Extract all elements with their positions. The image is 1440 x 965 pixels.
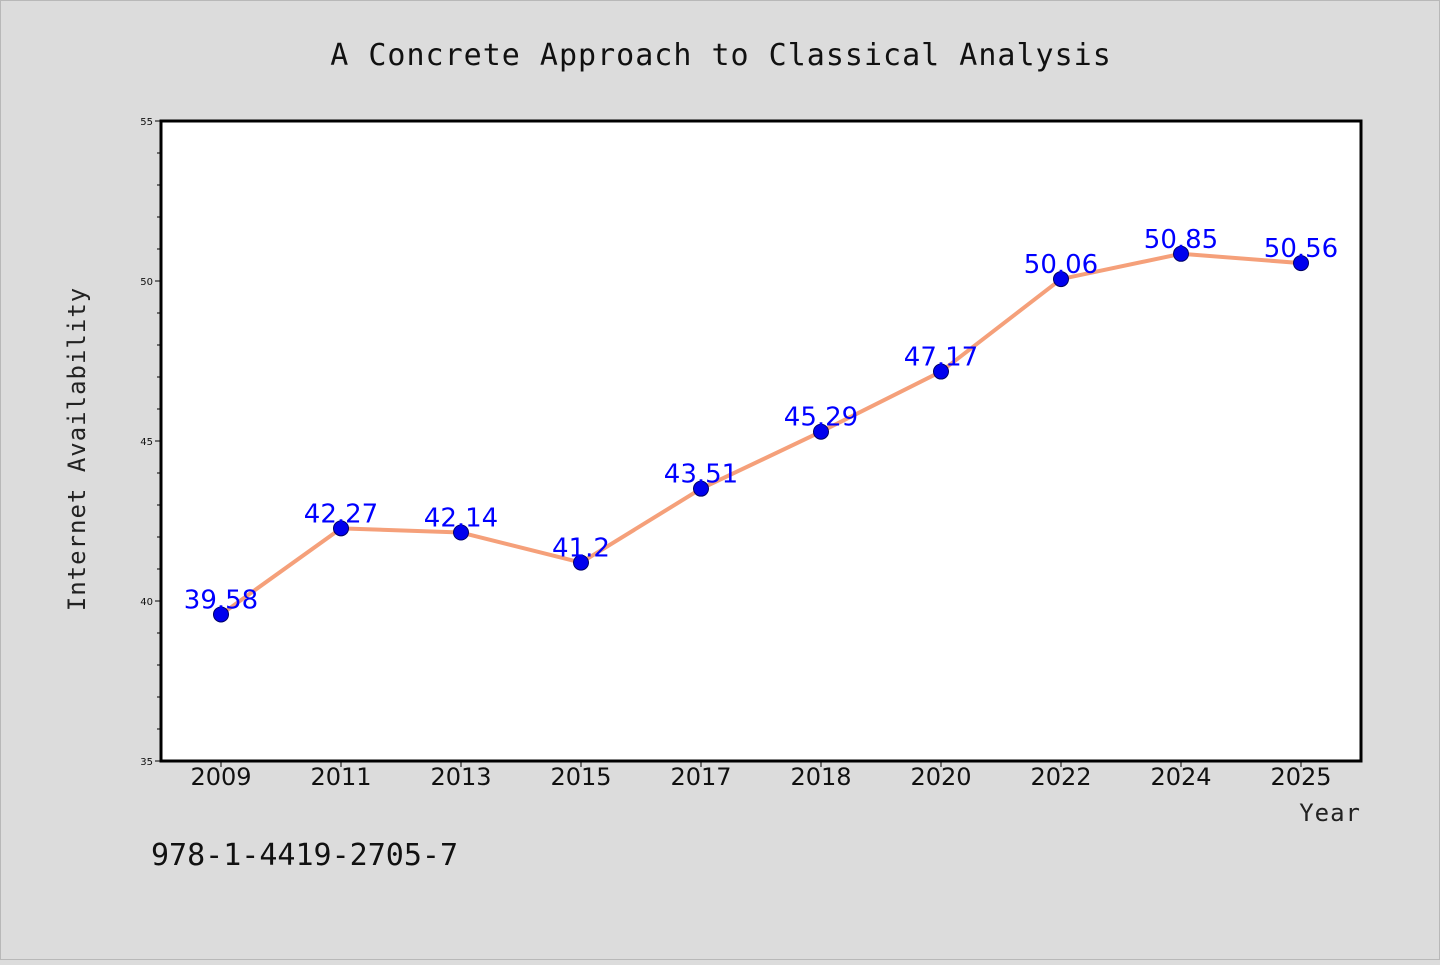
data-point: [1293, 255, 1309, 272]
series-points-group: [213, 245, 1309, 623]
x-tick-label: 2017: [670, 763, 731, 791]
y-tick-label: 40: [140, 597, 153, 608]
y-tick-label: 50: [140, 277, 153, 288]
x-axis: 2009 2011 2013 2015 2017 2018 2020 2022 2024 2025: [190, 761, 1332, 791]
x-tick-label: 2013: [430, 763, 491, 791]
plot-area: [159, 119, 1363, 763]
isbn-text: 978-1-4419-2705-7: [151, 838, 458, 873]
data-label: 50.56: [1264, 234, 1338, 264]
data-label: 41.2: [552, 534, 610, 564]
data-point: [813, 423, 829, 440]
data-label: 47.17: [904, 343, 978, 373]
data-label: 43.51: [664, 460, 738, 490]
x-tick-label: 2009: [190, 763, 251, 791]
y-axis-label: Internet Availability: [63, 287, 91, 611]
x-tick-label: 2018: [790, 763, 851, 791]
y-tick-label: 55: [140, 117, 153, 128]
x-tick-label: 2015: [550, 763, 611, 791]
data-point: [213, 606, 229, 623]
data-label: 45.29: [784, 403, 858, 433]
data-label: 39.58: [184, 585, 258, 615]
data-labels-group: 39.58 42.27 42.14 41.2 43.51 45.29 47.17 50.06 5…: [184, 225, 1338, 616]
data-point: [453, 524, 469, 541]
y-tick-label: 45: [140, 437, 153, 448]
x-tick-label: 2022: [1030, 763, 1091, 791]
x-tick-label: 2025: [1270, 763, 1331, 791]
y-axis: 35 40 45 50 55: [140, 117, 161, 768]
data-point: [333, 520, 349, 537]
data-point: [1173, 245, 1189, 262]
data-point: [1053, 271, 1069, 288]
data-point: [693, 480, 709, 497]
series-line-group: [219, 251, 1303, 617]
x-axis-label: Year: [1299, 799, 1361, 827]
data-label: 42.14: [424, 504, 498, 534]
data-label: 42.27: [304, 499, 378, 529]
data-label: 50.06: [1024, 250, 1098, 280]
chart-title: A Concrete Approach to Classical Analysi…: [330, 38, 1112, 73]
x-tick-label: 2020: [910, 763, 971, 791]
y-tick-label: 35: [140, 757, 153, 768]
data-point: [933, 363, 949, 380]
data-point: [573, 554, 589, 571]
x-tick-label: 2011: [310, 763, 371, 791]
data-label: 50.85: [1144, 225, 1218, 255]
x-tick-label: 2024: [1150, 763, 1211, 791]
series-line: [219, 251, 1303, 617]
